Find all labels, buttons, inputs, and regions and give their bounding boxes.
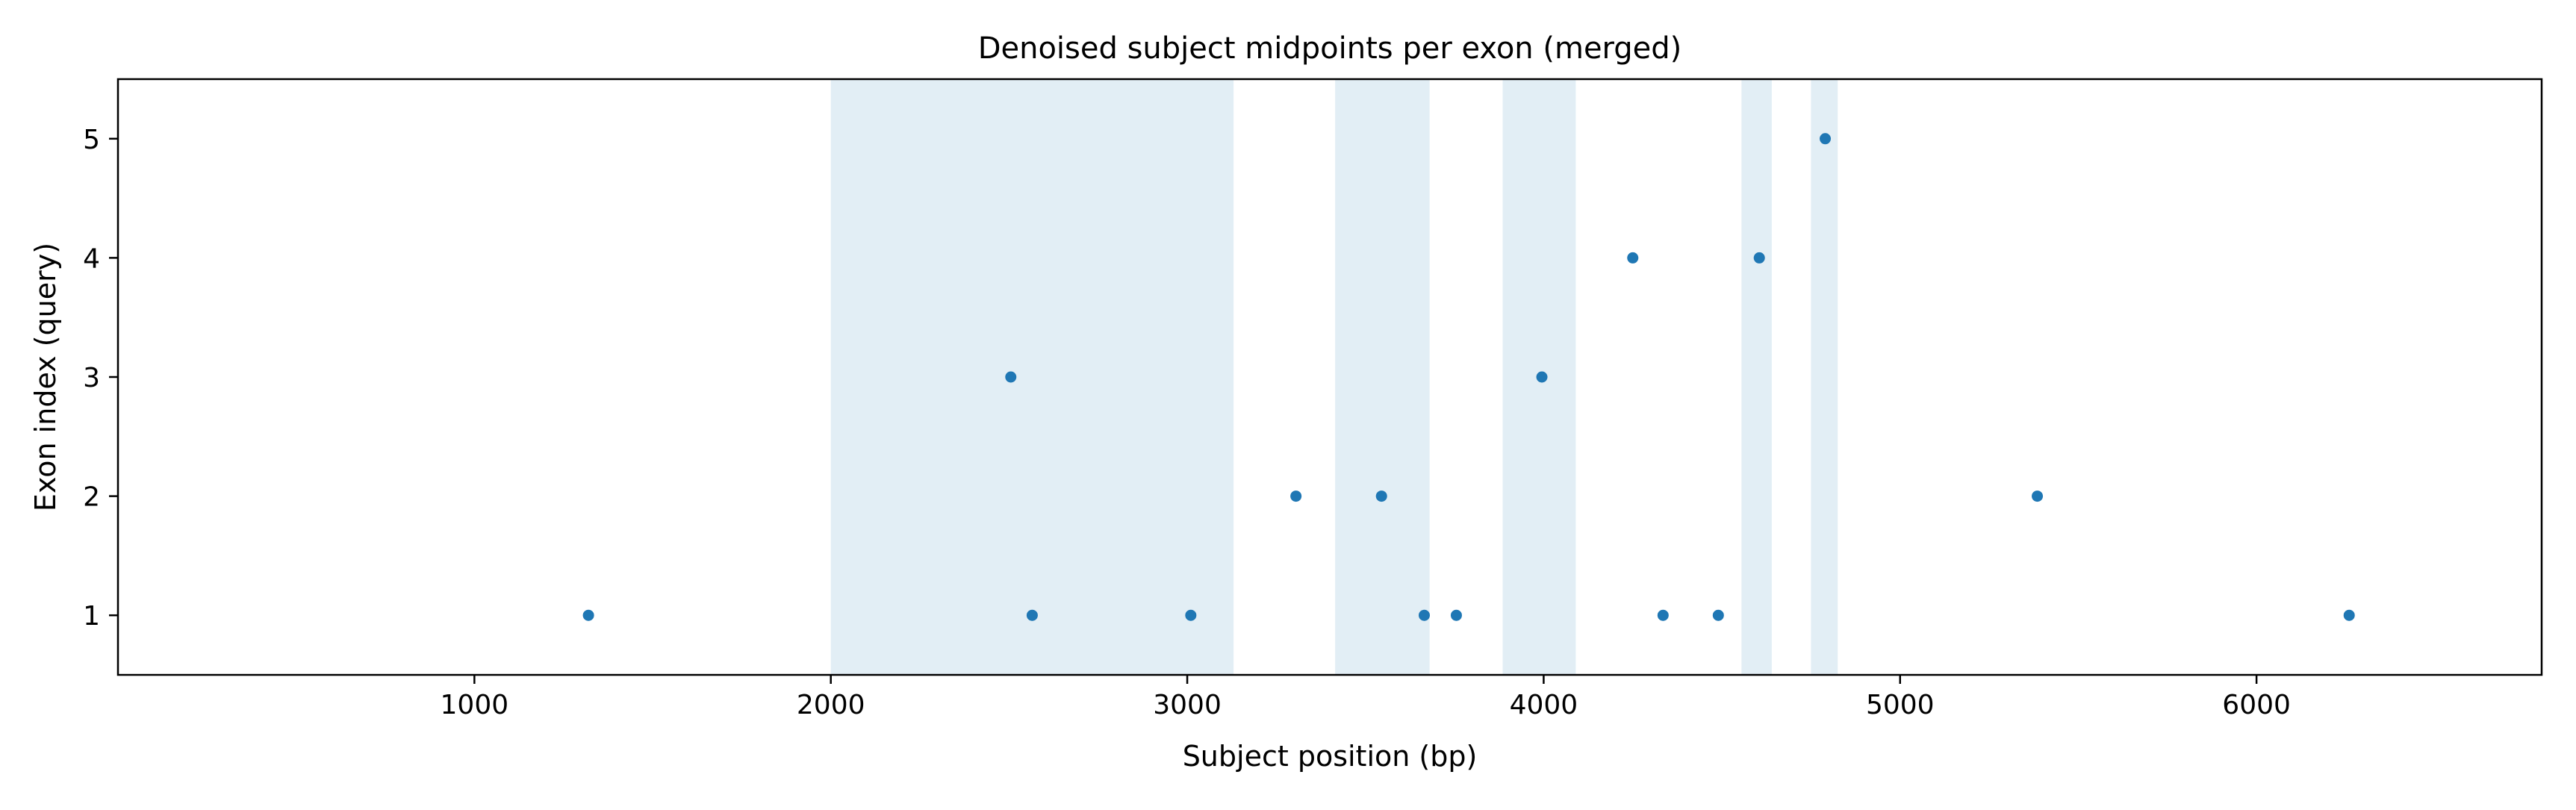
data-point xyxy=(582,609,594,621)
shaded-region xyxy=(1741,79,1772,675)
y-tick-label: 4 xyxy=(83,243,100,274)
data-point xyxy=(1375,490,1387,502)
x-axis-ticks: 1000 2000 3000 4000 5000 6000 xyxy=(441,675,2291,720)
plot-frame xyxy=(116,78,2543,676)
data-point xyxy=(2343,609,2355,621)
x-tick-label: 5000 xyxy=(1866,690,1935,720)
data-point xyxy=(1712,609,1724,621)
data-point xyxy=(1627,252,1639,264)
y-tick-label: 3 xyxy=(83,363,100,393)
y-tick-label: 5 xyxy=(83,125,100,155)
y-axis-label: Exon index (query) xyxy=(29,243,62,511)
shaded-region xyxy=(1811,79,1838,675)
data-point xyxy=(1185,609,1197,621)
x-axis-label: Subject position (bp) xyxy=(1183,740,1478,773)
shaded-regions xyxy=(830,79,1838,675)
y-tick-label: 2 xyxy=(83,482,100,513)
x-tick-label: 3000 xyxy=(1153,690,1222,720)
data-point xyxy=(1418,609,1430,621)
data-point xyxy=(1450,609,1462,621)
data-point xyxy=(1820,133,1832,145)
x-tick-label: 4000 xyxy=(1510,690,1578,720)
data-point xyxy=(1005,371,1017,383)
x-tick-label: 2000 xyxy=(797,690,865,720)
x-tick-label: 1000 xyxy=(441,690,509,720)
x-tick-label: 6000 xyxy=(2222,690,2291,720)
y-axis-ticks: 1 2 3 4 5 xyxy=(83,125,118,632)
data-point xyxy=(2032,490,2044,502)
data-point xyxy=(1290,490,1302,502)
data-points xyxy=(582,133,2355,621)
data-point xyxy=(1753,252,1765,264)
data-point xyxy=(1536,371,1548,383)
y-tick-label: 1 xyxy=(83,601,100,632)
chart-title: Denoised subject midpoints per exon (mer… xyxy=(978,31,1682,66)
data-point xyxy=(1026,609,1038,621)
shaded-region xyxy=(1335,79,1430,675)
shaded-region xyxy=(830,79,1234,675)
data-point xyxy=(1657,609,1669,621)
